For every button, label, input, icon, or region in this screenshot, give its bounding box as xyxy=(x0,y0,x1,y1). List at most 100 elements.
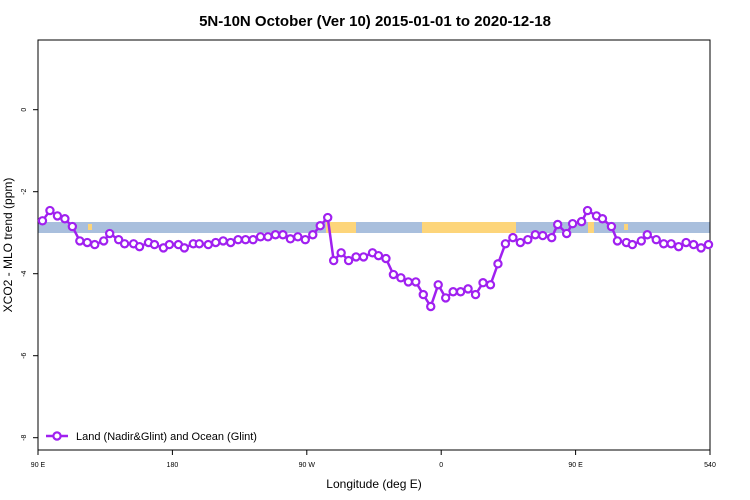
x-tick-label: 180 xyxy=(167,462,179,469)
y-axis-label: XCO2 - MLO trend (ppm) xyxy=(1,178,15,313)
point xyxy=(308,230,318,240)
point xyxy=(651,234,661,245)
y-tick-label: -6 xyxy=(21,352,28,358)
point xyxy=(285,234,296,244)
point xyxy=(411,277,421,287)
point xyxy=(396,273,406,283)
point xyxy=(576,216,587,227)
point xyxy=(255,232,266,242)
point xyxy=(263,232,273,242)
point xyxy=(113,234,124,245)
point xyxy=(203,239,213,250)
point xyxy=(606,221,617,232)
point xyxy=(552,219,563,230)
point xyxy=(403,277,414,287)
point xyxy=(673,241,684,252)
y-tick-label: -8 xyxy=(21,434,28,440)
y-tick-label: -4 xyxy=(21,270,28,276)
point xyxy=(440,293,451,303)
point xyxy=(493,259,503,269)
point xyxy=(248,234,258,245)
point xyxy=(278,230,288,240)
point xyxy=(328,255,339,266)
land-band xyxy=(422,222,516,233)
land-band xyxy=(588,222,594,233)
point xyxy=(194,239,204,249)
land-band xyxy=(88,224,92,230)
point xyxy=(149,239,160,250)
point xyxy=(336,248,346,258)
point xyxy=(547,232,557,243)
point xyxy=(75,236,85,246)
point xyxy=(681,237,691,248)
point xyxy=(240,234,251,245)
point xyxy=(567,218,578,229)
point xyxy=(164,239,175,250)
y-tick-label: 0 xyxy=(21,108,28,112)
point xyxy=(119,239,130,249)
chart-title: 5N-10N October (Ver 10) 2015-01-01 to 20… xyxy=(199,13,551,30)
point xyxy=(627,239,638,250)
point xyxy=(381,253,391,264)
point xyxy=(418,289,428,300)
point xyxy=(67,221,78,232)
point xyxy=(688,239,699,250)
land-ocean-band xyxy=(38,222,710,233)
x-tick-label: 90 E xyxy=(568,462,583,469)
point xyxy=(233,234,243,245)
point xyxy=(538,230,548,241)
point xyxy=(515,237,526,248)
x-tick-label: 0 xyxy=(439,462,443,469)
point xyxy=(358,252,369,262)
land-band xyxy=(624,224,628,230)
point xyxy=(508,232,518,243)
legend-label: Land (Nadir&Glint) and Ocean (Glint) xyxy=(76,431,257,443)
point xyxy=(179,243,190,253)
point xyxy=(60,214,70,224)
point xyxy=(636,236,647,246)
x-tick-label: 90 W xyxy=(299,462,316,469)
point xyxy=(523,234,533,245)
x-tick-label: 540 xyxy=(704,462,716,469)
point xyxy=(500,239,511,249)
point xyxy=(666,239,676,249)
point xyxy=(90,239,100,250)
point xyxy=(323,212,333,223)
point xyxy=(373,250,384,261)
point xyxy=(582,205,593,216)
point xyxy=(225,237,236,248)
point xyxy=(37,216,48,226)
point xyxy=(642,230,652,240)
point xyxy=(433,280,443,290)
x-axis-label: Longitude (deg E) xyxy=(326,477,421,491)
point xyxy=(388,269,399,280)
point xyxy=(351,252,361,262)
point xyxy=(485,280,496,290)
point xyxy=(703,239,714,250)
point xyxy=(315,221,325,231)
point xyxy=(104,228,115,239)
point xyxy=(300,234,311,245)
ocean-band xyxy=(38,222,710,233)
point xyxy=(45,205,55,216)
point xyxy=(612,236,623,246)
point xyxy=(530,230,540,240)
point xyxy=(455,287,466,297)
x-tick-label: 90 E xyxy=(31,462,46,469)
point xyxy=(470,289,481,300)
point xyxy=(448,287,458,297)
point xyxy=(343,255,354,266)
point xyxy=(52,211,63,221)
point xyxy=(293,232,303,242)
point xyxy=(82,237,92,248)
point xyxy=(218,236,228,246)
legend-marker xyxy=(52,431,62,441)
point xyxy=(478,278,488,288)
point xyxy=(696,243,706,253)
point xyxy=(561,228,572,239)
land-band xyxy=(326,222,356,233)
y-tick-label: -2 xyxy=(21,188,28,194)
point xyxy=(659,239,669,249)
point xyxy=(134,241,145,252)
